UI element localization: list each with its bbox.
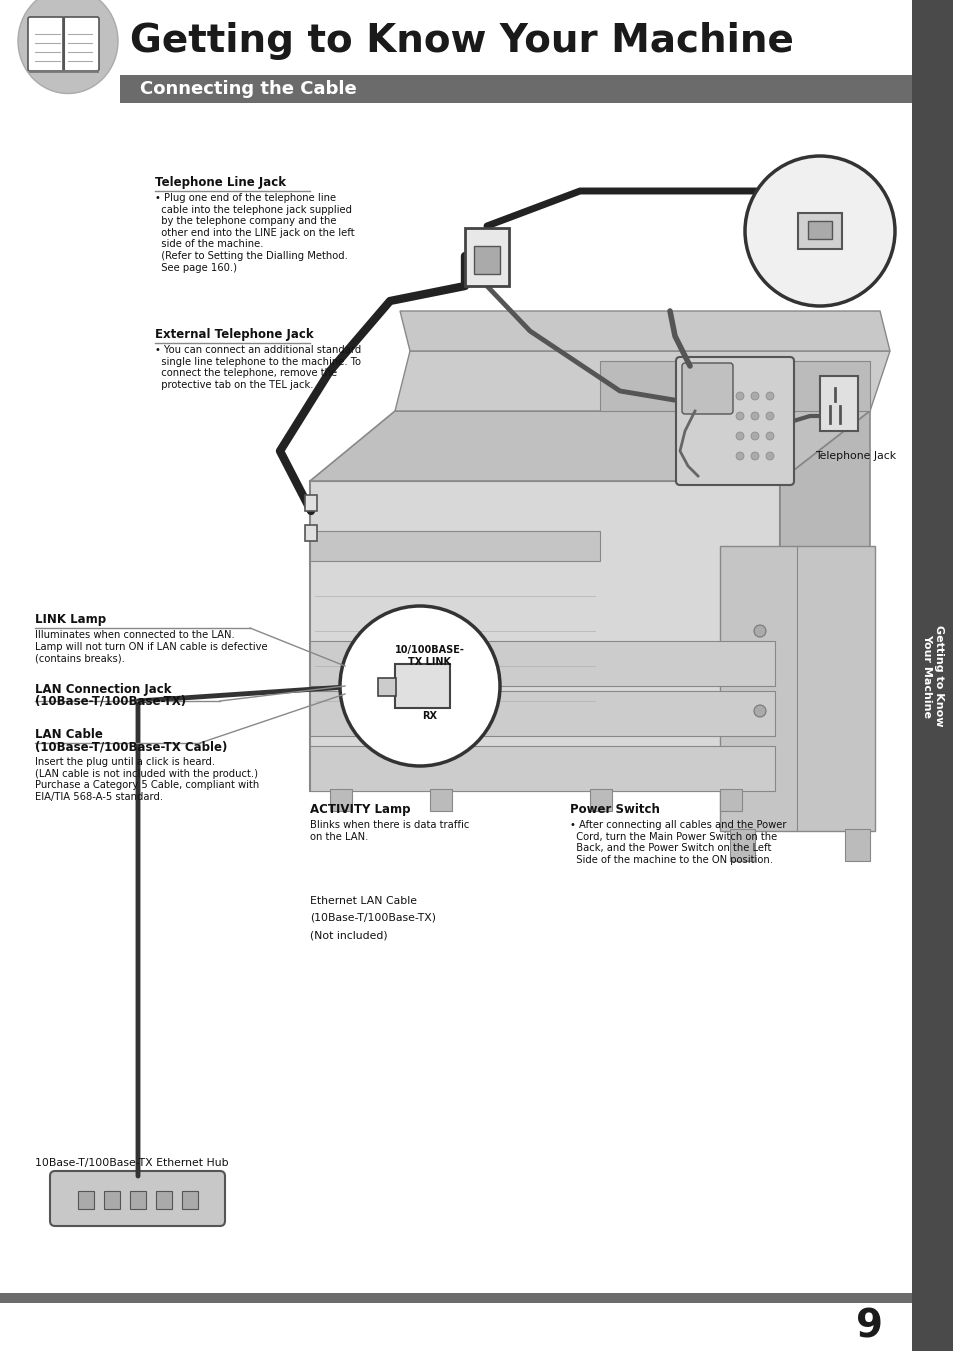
- Bar: [310, 640, 774, 686]
- Bar: [330, 789, 352, 811]
- Polygon shape: [599, 361, 869, 411]
- Circle shape: [750, 453, 759, 459]
- Circle shape: [765, 412, 773, 420]
- Text: (10Base-T/100Base-TX): (10Base-T/100Base-TX): [35, 694, 186, 708]
- Circle shape: [735, 392, 743, 400]
- Bar: [464, 228, 509, 286]
- Bar: [797, 213, 841, 249]
- Bar: [820, 376, 857, 431]
- Text: Getting to Know Your Machine: Getting to Know Your Machine: [130, 22, 793, 59]
- Circle shape: [753, 705, 765, 717]
- Circle shape: [735, 432, 743, 440]
- Bar: [720, 546, 874, 831]
- Bar: [395, 663, 450, 708]
- FancyBboxPatch shape: [63, 18, 99, 72]
- Bar: [589, 789, 612, 811]
- Bar: [0, 0, 911, 81]
- Text: Ethernet LAN Cable: Ethernet LAN Cable: [310, 896, 416, 907]
- Bar: [78, 1192, 94, 1209]
- Circle shape: [753, 626, 765, 638]
- Bar: [729, 830, 754, 861]
- Text: 9: 9: [856, 1306, 882, 1346]
- Bar: [104, 1192, 120, 1209]
- Text: Connecting the Cable: Connecting the Cable: [140, 80, 356, 99]
- Polygon shape: [780, 411, 869, 790]
- FancyBboxPatch shape: [676, 357, 793, 485]
- Circle shape: [765, 453, 773, 459]
- Text: • After connecting all cables and the Power
  Cord, turn the Main Power Switch o: • After connecting all cables and the Po…: [569, 820, 785, 865]
- Bar: [182, 1192, 198, 1209]
- Polygon shape: [310, 481, 780, 790]
- Bar: [474, 246, 499, 274]
- Bar: [120, 76, 911, 103]
- Bar: [156, 1192, 172, 1209]
- Text: Blinks when there is data traffic
on the LAN.: Blinks when there is data traffic on the…: [310, 820, 469, 842]
- Circle shape: [735, 412, 743, 420]
- Bar: [377, 678, 395, 696]
- Text: • You can connect an additional standard
  single line telephone to the machine.: • You can connect an additional standard…: [154, 345, 361, 390]
- Text: Power Switch: Power Switch: [569, 802, 659, 816]
- FancyBboxPatch shape: [681, 363, 732, 413]
- Polygon shape: [399, 311, 889, 351]
- Circle shape: [765, 392, 773, 400]
- Circle shape: [735, 453, 743, 459]
- Ellipse shape: [18, 0, 118, 93]
- Text: RX: RX: [422, 711, 437, 721]
- Circle shape: [339, 607, 499, 766]
- Text: • Plug one end of the telephone line
  cable into the telephone jack supplied
  : • Plug one end of the telephone line cab…: [154, 193, 355, 273]
- FancyBboxPatch shape: [28, 18, 64, 72]
- Polygon shape: [395, 351, 889, 411]
- Text: 10/100BASE-
TX LINK: 10/100BASE- TX LINK: [395, 646, 464, 667]
- Bar: [310, 690, 774, 736]
- Bar: [130, 1192, 146, 1209]
- Text: LAN Cable: LAN Cable: [35, 728, 103, 740]
- Text: Getting to Know
Your Machine: Getting to Know Your Machine: [922, 626, 943, 727]
- Bar: [844, 830, 869, 861]
- Text: Insert the plug until a click is heard.
(LAN cable is not included with the prod: Insert the plug until a click is heard. …: [35, 757, 259, 801]
- Text: External Telephone Jack: External Telephone Jack: [154, 328, 314, 340]
- Bar: [807, 222, 831, 239]
- Bar: [0, 1293, 911, 1302]
- Text: (10Base-T/100Base-TX): (10Base-T/100Base-TX): [310, 913, 436, 923]
- Text: Telephone Jack: Telephone Jack: [814, 451, 895, 461]
- Text: LAN Connection Jack: LAN Connection Jack: [35, 684, 172, 696]
- Circle shape: [750, 432, 759, 440]
- Text: Illuminates when connected to the LAN.
Lamp will not turn ON if LAN cable is def: Illuminates when connected to the LAN. L…: [35, 630, 268, 663]
- Text: 10Base-T/100Base-TX Ethernet Hub: 10Base-T/100Base-TX Ethernet Hub: [35, 1158, 229, 1169]
- Bar: [305, 494, 316, 511]
- Text: LINK Lamp: LINK Lamp: [35, 613, 106, 626]
- Circle shape: [744, 155, 894, 305]
- Circle shape: [750, 392, 759, 400]
- Circle shape: [750, 412, 759, 420]
- Bar: [430, 789, 452, 811]
- Bar: [911, 0, 953, 1351]
- Polygon shape: [310, 531, 599, 561]
- Text: ACTIVITY Lamp: ACTIVITY Lamp: [310, 802, 410, 816]
- Bar: [305, 526, 316, 540]
- Bar: [720, 789, 741, 811]
- Circle shape: [765, 432, 773, 440]
- Bar: [310, 746, 774, 790]
- Text: Telephone Line Jack: Telephone Line Jack: [154, 176, 286, 189]
- Text: (10Base-T/100Base-TX Cable): (10Base-T/100Base-TX Cable): [35, 740, 227, 753]
- FancyBboxPatch shape: [50, 1171, 225, 1225]
- Polygon shape: [310, 411, 869, 481]
- Text: (Not included): (Not included): [310, 929, 387, 940]
